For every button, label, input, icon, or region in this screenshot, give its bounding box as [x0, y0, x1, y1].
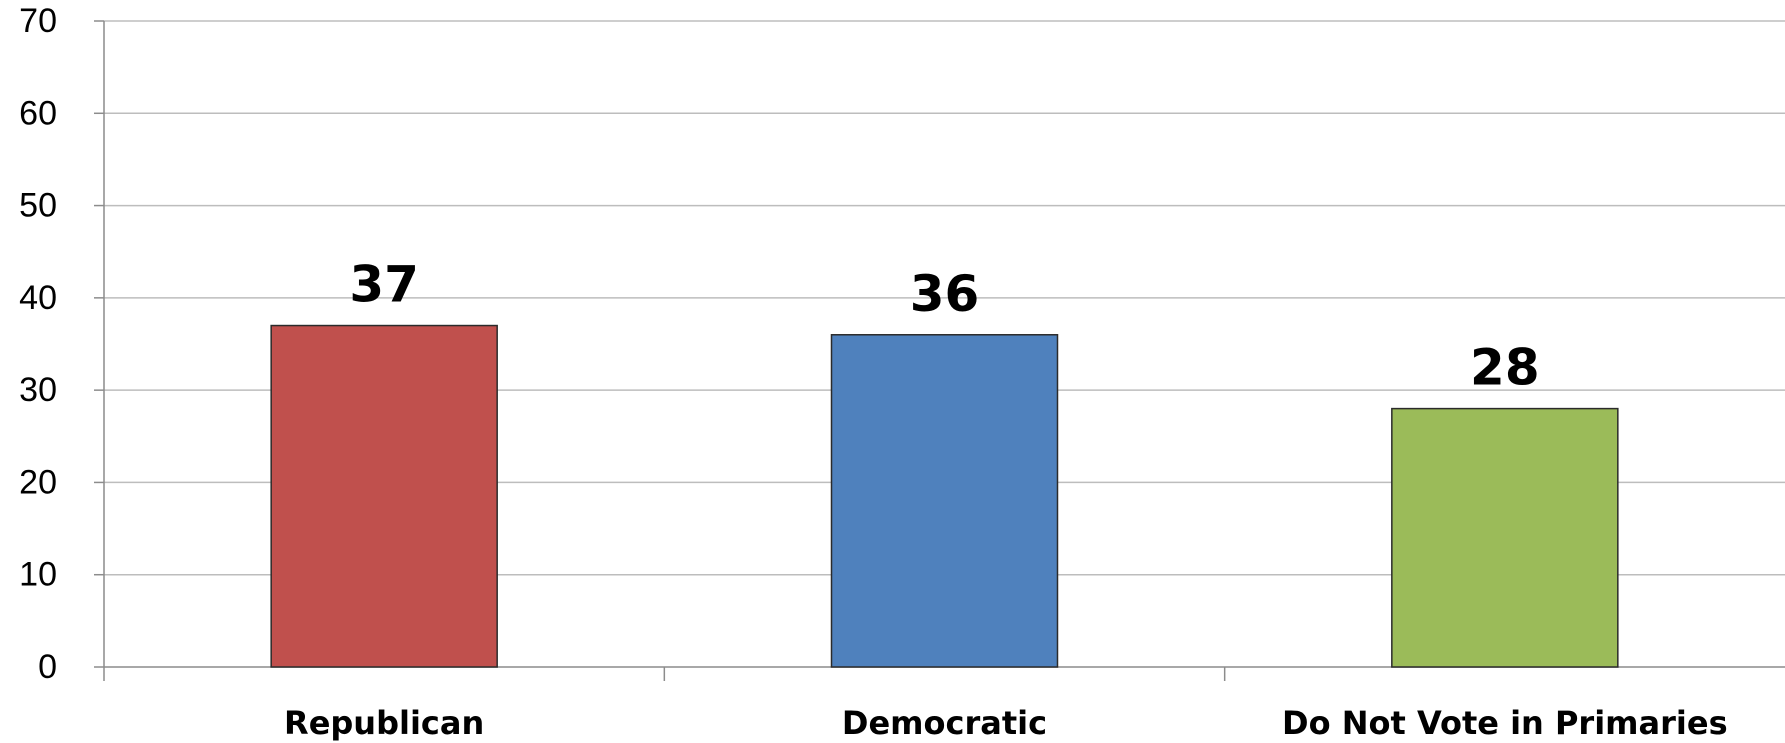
y-tick-label: 10	[19, 556, 57, 594]
labels: 0 10 20 30 40 50 60 70 37 Republican 36 Democratic 2…	[19, 2, 1727, 742]
y-tick-label: 70	[19, 2, 57, 40]
y-tick-label: 30	[19, 371, 57, 409]
bar-do-not-vote-in-primaries	[1391, 407, 1619, 668]
y-tick-label: 0	[38, 648, 57, 686]
y-tick-label: 60	[19, 94, 57, 132]
y-tick-label: 40	[19, 279, 57, 317]
x-tick-label: Democratic	[842, 704, 1047, 742]
data-label: 37	[349, 256, 419, 314]
bar-democratic	[830, 334, 1059, 668]
data-label: 28	[1470, 339, 1540, 397]
data-label: 36	[910, 265, 980, 323]
y-tick-label: 50	[19, 187, 57, 225]
x-tick-label: Do Not Vote in Primaries	[1282, 704, 1728, 742]
x-tick-label: Republican	[284, 704, 484, 742]
y-tick-label: 20	[19, 463, 57, 501]
bar-republican	[270, 324, 498, 668]
bars	[270, 324, 1619, 668]
